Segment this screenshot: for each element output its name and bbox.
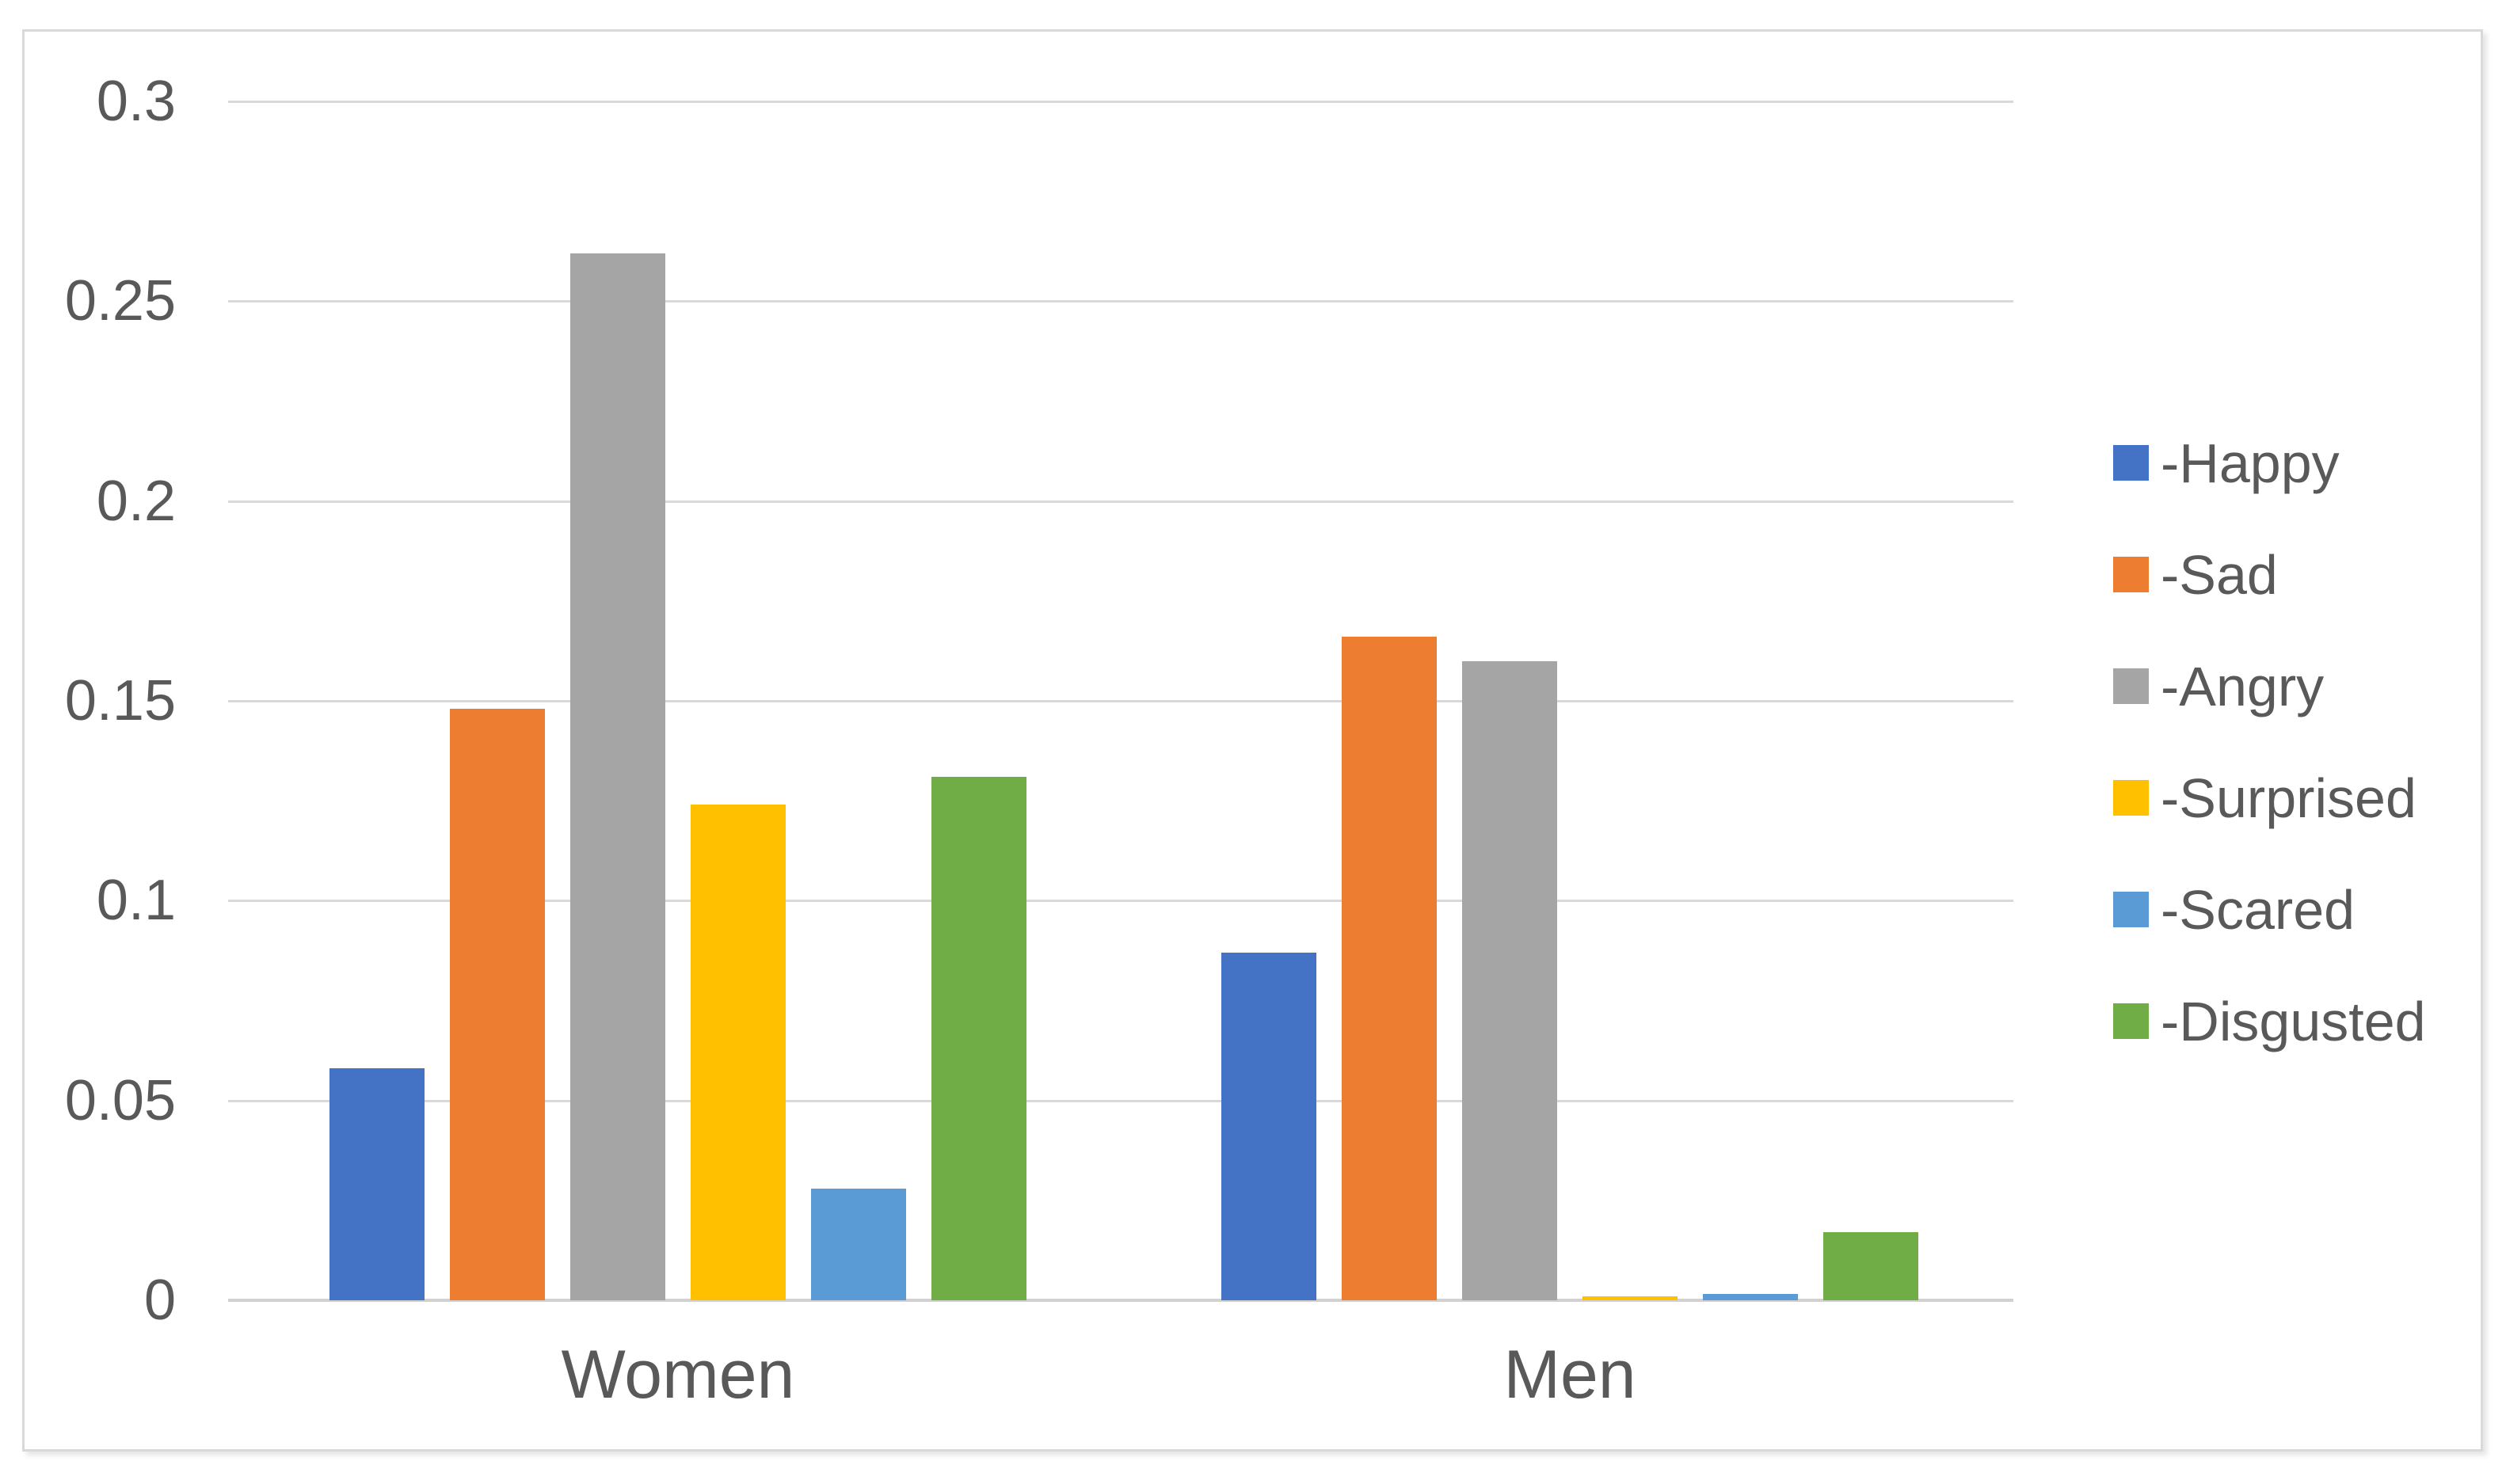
y-tick-label-0.1: 0.1	[96, 869, 176, 933]
y-tick-label-0.05: 0.05	[64, 1068, 176, 1132]
bar-men-scared	[1703, 1294, 1798, 1300]
bar-men-disgusted	[1823, 1232, 1918, 1300]
gridline-0.1	[228, 900, 2013, 903]
gridline-0.15	[228, 700, 2013, 702]
bar-men-sad	[1342, 637, 1437, 1300]
x-category-label-women: Women	[561, 1337, 795, 1413]
legend-swatch-angry	[2113, 668, 2149, 704]
legend-label-disgusted: -Disgusted	[2161, 991, 2426, 1052]
bar-women-sad	[450, 709, 545, 1300]
gridline-0.2	[228, 500, 2013, 503]
legend-label-happy: -Happy	[2161, 432, 2340, 494]
legend-label-sad: -Sad	[2161, 544, 2278, 606]
gridline-0.3	[228, 101, 2013, 103]
bar-women-angry	[570, 253, 665, 1300]
bar-men-angry	[1462, 661, 1557, 1300]
legend-label-scared: -Scared	[2161, 879, 2356, 941]
bar-women-surprised	[691, 805, 786, 1300]
legend-swatch-sad	[2113, 557, 2149, 592]
y-tick-label-0.15: 0.15	[64, 669, 176, 732]
gridline-0.25	[228, 300, 2013, 303]
y-tick-label-0.3: 0.3	[96, 70, 176, 133]
bar-women-disgusted	[931, 777, 1026, 1300]
bar-men-happy	[1221, 953, 1316, 1300]
x-axis-line	[228, 1299, 2013, 1302]
y-tick-label-0: 0	[143, 1269, 176, 1332]
legend-swatch-happy	[2113, 445, 2149, 481]
bar-women-happy	[329, 1068, 425, 1300]
legend-label-angry: -Angry	[2161, 656, 2325, 717]
y-tick-label-0.25: 0.25	[64, 269, 176, 333]
legend-swatch-surprised	[2113, 780, 2149, 816]
legend-label-surprised: -Surprised	[2161, 767, 2416, 829]
gridline-0.05	[228, 1099, 2013, 1102]
x-category-label-men: Men	[1503, 1337, 1636, 1413]
y-tick-label-0.2: 0.2	[96, 469, 176, 533]
bar-women-scared	[811, 1189, 906, 1300]
legend-swatch-disgusted	[2113, 1003, 2149, 1039]
bar-men-surprised	[1582, 1296, 1678, 1300]
legend-swatch-scared	[2113, 892, 2149, 927]
